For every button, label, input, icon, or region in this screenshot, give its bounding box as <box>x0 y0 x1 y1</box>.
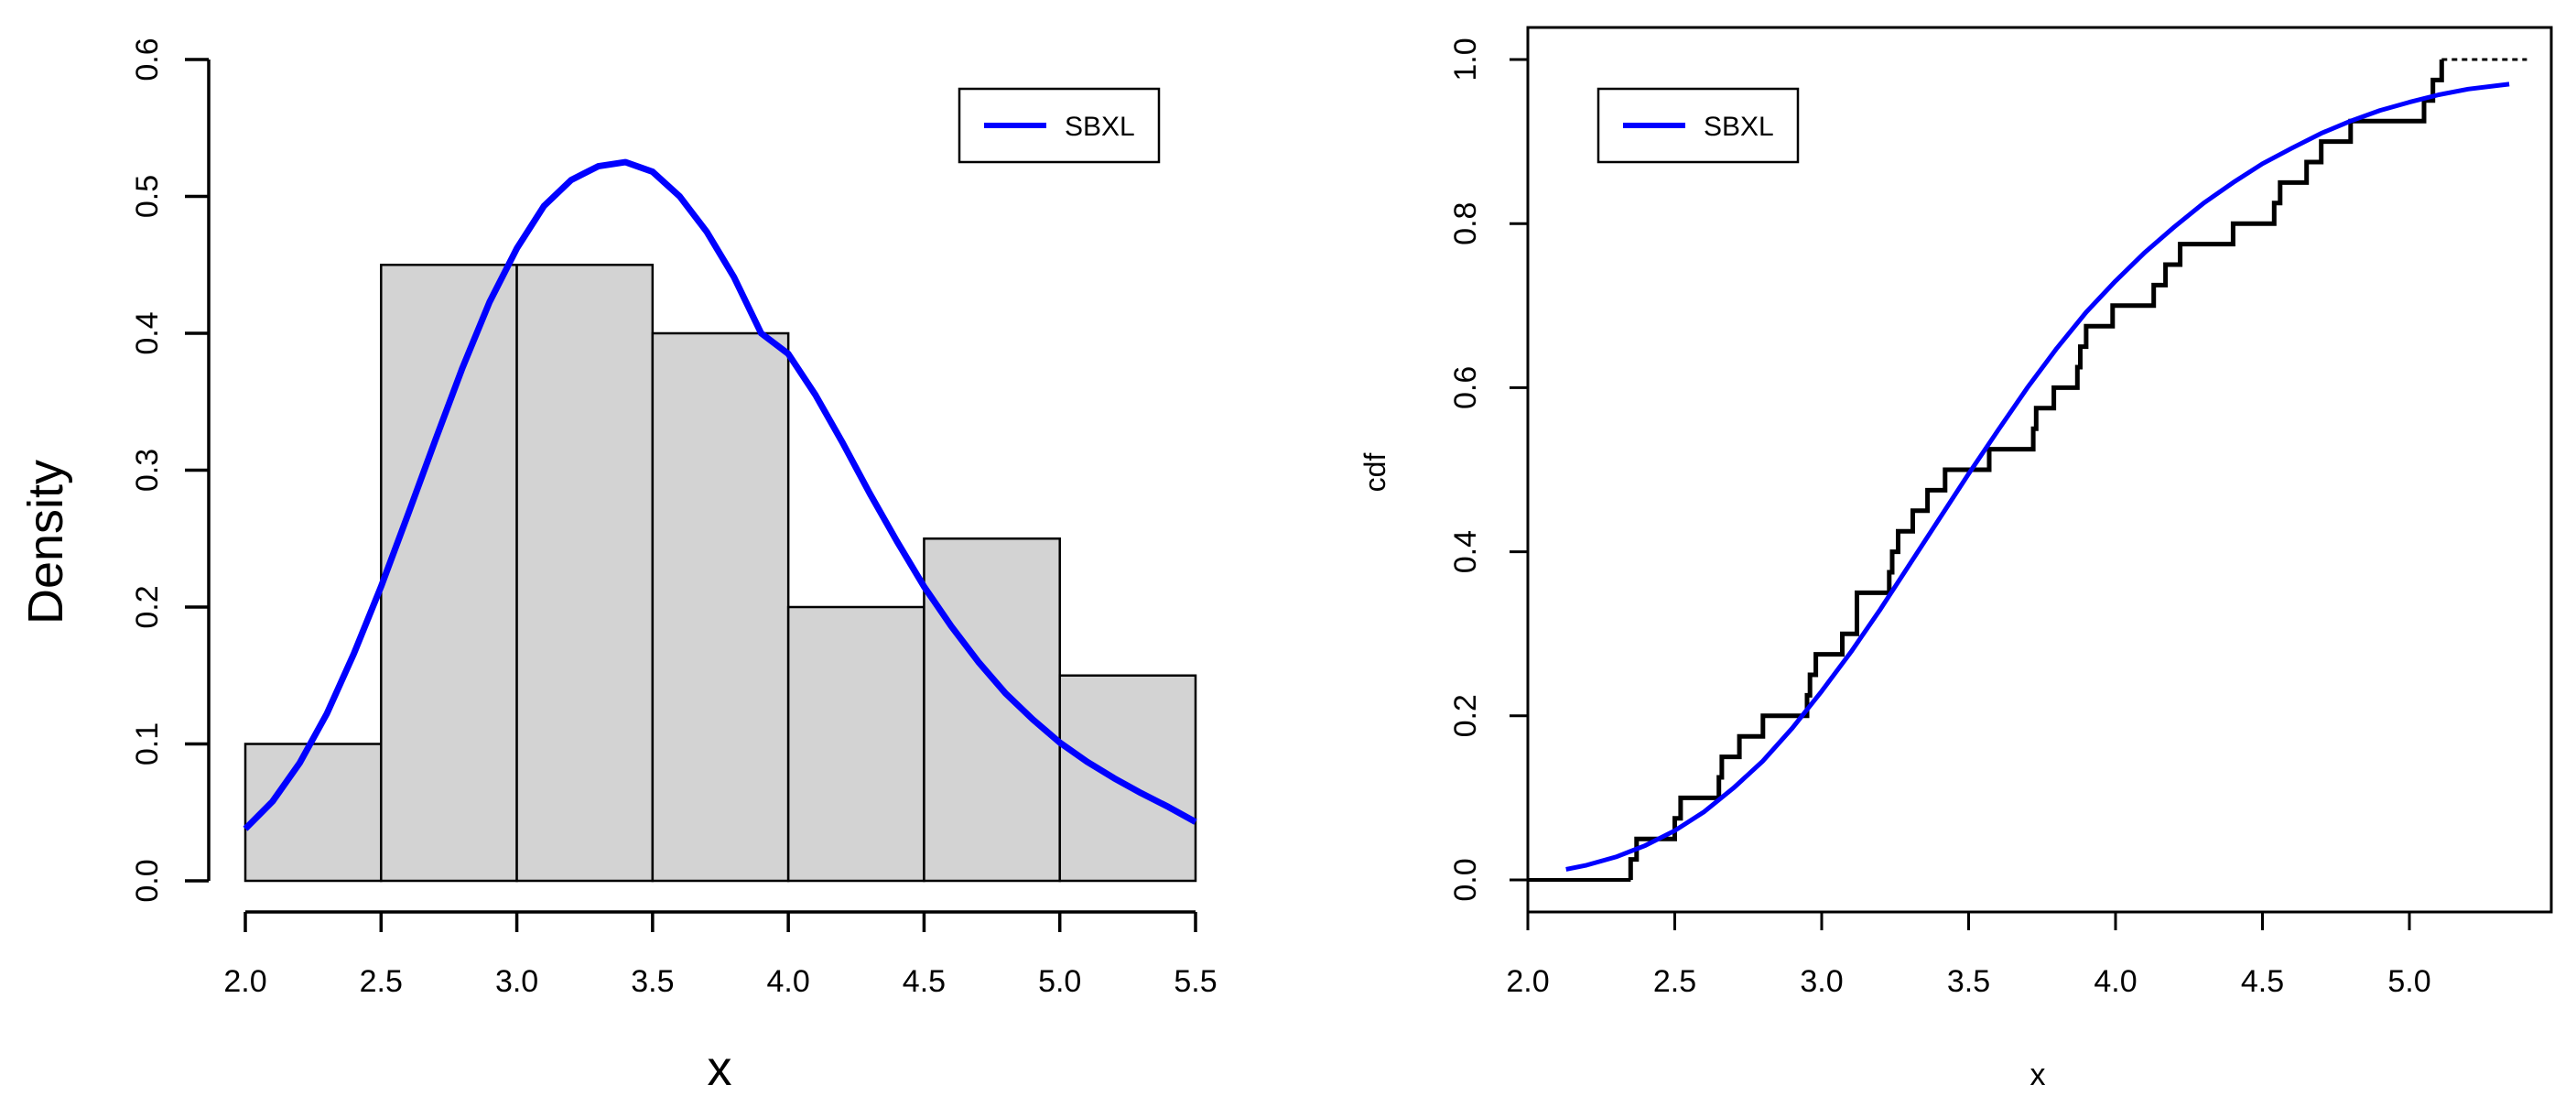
y-tick-label: 0.3 <box>130 449 165 492</box>
x-axis-label: x <box>708 1041 732 1096</box>
cdf-panel: 0.0 0.2 0.4 0.6 0.8 1.0 2.0 2.5 3.0 3.5 4.0 4.5 5.0… <box>1358 26 2553 1092</box>
y-axis: 0.0 0.2 0.4 0.6 0.8 1.0 <box>1448 38 1528 902</box>
histogram-bar <box>651 331 790 883</box>
x-tick-label: 3.0 <box>1800 964 1843 999</box>
y-axis: 0.0 0.1 0.2 0.3 0.4 0.5 0.6 <box>130 38 211 903</box>
sbxl-cdf-curve <box>1565 81 2510 872</box>
x-axis-label: x <box>2030 1058 2046 1092</box>
histogram-bar <box>1058 674 1197 883</box>
x-axis: 2.0 2.5 3.0 3.5 4.0 4.5 5.0 5.5 <box>223 910 1218 999</box>
plot-frame <box>1526 26 2553 914</box>
cdf-curve-line <box>1565 81 2510 872</box>
legend-box <box>958 87 1161 164</box>
x-tick-label: 2.0 <box>1506 964 1549 999</box>
histogram-bar <box>786 605 925 883</box>
y-tick-label: 0.4 <box>1448 530 1483 573</box>
y-tick-label: 0.1 <box>130 722 165 765</box>
x-tick-label: 2.0 <box>223 964 266 999</box>
legend: SBXL <box>1596 87 1800 164</box>
x-tick-label: 4.5 <box>2241 964 2284 999</box>
y-axis-label: Density <box>18 460 73 624</box>
y-tick-label: 0.2 <box>1448 694 1483 737</box>
y-tick-label: 0.0 <box>130 859 165 902</box>
y-tick-label: 0.2 <box>130 585 165 628</box>
density-curve-line <box>243 158 1197 831</box>
x-tick-label: 4.0 <box>767 964 810 999</box>
histogram-bar <box>923 537 1061 883</box>
x-tick-label: 4.0 <box>2094 964 2137 999</box>
x-tick-label: 5.0 <box>2387 964 2430 999</box>
x-tick-label: 2.5 <box>1653 964 1696 999</box>
y-axis-label: cdf <box>1358 453 1391 493</box>
x-tick-label: 5.5 <box>1174 964 1217 999</box>
legend-label: SBXL <box>1065 112 1135 142</box>
ecdf-step-line <box>1628 60 2444 880</box>
y-tick-label: 0.5 <box>130 175 165 218</box>
y-tick-label: 0.6 <box>130 38 165 81</box>
x-tick-label: 5.0 <box>1038 964 1081 999</box>
histogram-bar <box>244 743 383 883</box>
y-tick-label: 0.6 <box>1448 366 1483 409</box>
legend-label: SBXL <box>1704 112 1774 142</box>
histogram-bar <box>515 264 655 883</box>
y-tick-label: 0.8 <box>1448 202 1483 245</box>
x-tick-label: 3.5 <box>1947 964 1990 999</box>
x-tick-label: 3.0 <box>495 964 538 999</box>
y-tick-label: 1.0 <box>1448 38 1483 81</box>
x-axis: 2.0 2.5 3.0 3.5 4.0 4.5 5.0 <box>1506 912 2431 999</box>
x-tick-label: 4.5 <box>903 964 946 999</box>
y-tick-label: 0.0 <box>1448 858 1483 901</box>
histogram-bars <box>244 264 1197 883</box>
histogram-bar <box>380 264 518 883</box>
legend: SBXL <box>958 87 1161 164</box>
density-histogram-panel: 0.0 0.1 0.2 0.3 0.4 0.5 0.6 2.0 2.5 3.0 3.5 4.0 4.5… <box>18 38 1218 1096</box>
x-tick-label: 2.5 <box>360 964 403 999</box>
sbxl-density-curve <box>243 158 1197 831</box>
empirical-cdf-steps <box>1528 58 2527 882</box>
x-tick-label: 3.5 <box>631 964 674 999</box>
y-tick-label: 0.4 <box>130 311 165 354</box>
